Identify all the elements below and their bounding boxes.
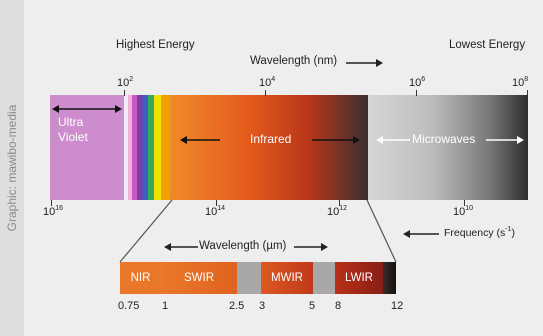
visible-band xyxy=(128,95,170,200)
infrared-detail-bar: NIR SWIR MWIR LWIR xyxy=(120,262,396,294)
wavelength-tick-1e6: 106 xyxy=(409,76,426,89)
lowest-energy-label: Lowest Energy xyxy=(449,39,526,51)
tick-mark xyxy=(51,200,52,206)
detail-tick: 2.5 xyxy=(229,300,245,312)
uv-visible-separator xyxy=(124,95,128,200)
tick-mark xyxy=(124,90,125,96)
credit-strip: Graphic: mawibo-media xyxy=(0,0,24,336)
swir-segment: SWIR xyxy=(161,262,237,294)
frequency-tick-1e14: 1014 xyxy=(205,205,226,218)
tick-mark xyxy=(339,200,340,206)
lwir-segment: LWIR xyxy=(335,262,383,294)
frequency-tick-1e12: 1012 xyxy=(327,205,348,218)
tick-mark xyxy=(464,200,465,206)
detail-tick: 0.75 xyxy=(118,300,140,312)
far-ir-segment xyxy=(383,262,396,294)
ultraviolet-band xyxy=(50,95,124,200)
tick-mark xyxy=(527,90,528,96)
wavelength-tick-1e8: 108 xyxy=(512,76,529,89)
wavelength-tick-1e2: 102 xyxy=(117,76,134,89)
tick-mark xyxy=(416,90,417,96)
nir-segment: NIR xyxy=(120,262,161,294)
gap-segment xyxy=(237,262,261,294)
frequency-label: Frequency (s-1) xyxy=(444,226,516,239)
highest-energy-label: Highest Energy xyxy=(116,39,195,51)
infrared-band xyxy=(170,95,368,200)
wavelength-tick-1e4: 104 xyxy=(259,76,276,89)
detail-tick: 12 xyxy=(391,300,404,312)
wavelength-nm-label: Wavelength (nm) xyxy=(250,55,338,67)
detail-wavelength-arrow-icon xyxy=(164,243,328,251)
ultraviolet-range-arrow-icon xyxy=(52,105,122,113)
spectrum-bar: Ultra Violet Infrared Microwaves xyxy=(50,95,528,200)
tick-mark xyxy=(216,200,217,206)
gap-segment xyxy=(313,262,335,294)
mwir-segment: MWIR xyxy=(261,262,313,294)
frequency-arrow-icon xyxy=(403,230,439,238)
microwave-label: Microwaves xyxy=(412,132,476,146)
microwave-range-arrow-icon xyxy=(376,136,524,144)
detail-tick: 1 xyxy=(162,300,169,312)
detail-tick: 5 xyxy=(309,300,316,312)
frequency-tick-1e16: 1016 xyxy=(43,205,64,218)
ultraviolet-label-line1: Ultra xyxy=(58,115,84,129)
frequency-tick-1e10: 1010 xyxy=(453,205,474,218)
detail-tick: 8 xyxy=(335,300,342,312)
infrared-range-arrow-icon xyxy=(180,136,360,144)
wavelength-arrow-icon xyxy=(346,59,383,67)
detail-wavelength-label: Wavelength (µm) xyxy=(199,240,287,252)
tick-mark xyxy=(265,90,266,96)
microwave-band xyxy=(368,95,528,200)
detail-tick: 3 xyxy=(259,300,266,312)
infrared-label: Infrared xyxy=(250,132,292,146)
ultraviolet-label-line2: Violet xyxy=(58,130,88,144)
